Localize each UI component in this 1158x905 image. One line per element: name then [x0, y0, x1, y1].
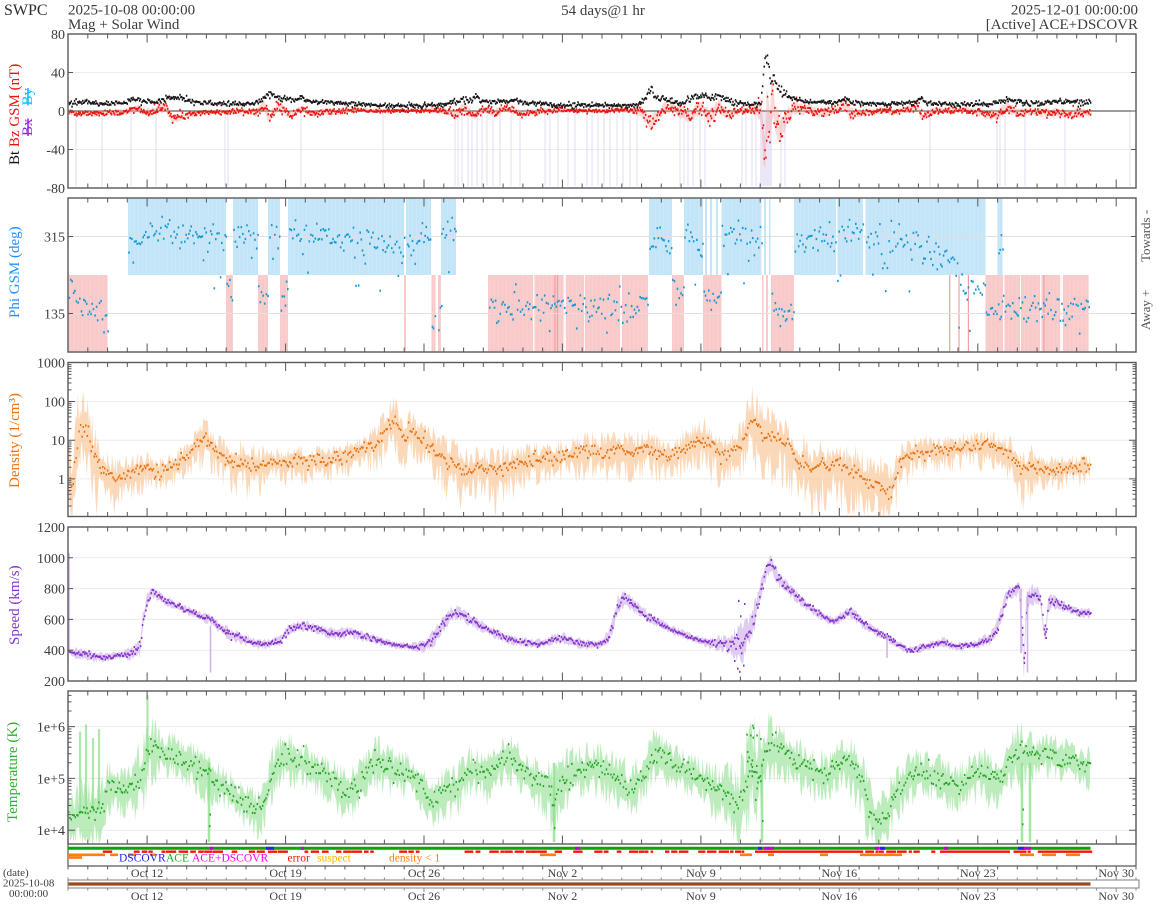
svg-text:Away +: Away +: [1138, 290, 1153, 330]
svg-text:Phi GSM (deg): Phi GSM (deg): [7, 226, 23, 318]
svg-text:-40: -40: [46, 144, 65, 159]
svg-text:0: 0: [58, 105, 65, 120]
svg-text:Temperature (K): Temperature (K): [5, 722, 21, 822]
svg-text:1000: 1000: [37, 552, 65, 567]
svg-text:Oct 26: Oct 26: [408, 889, 440, 903]
svg-text:800: 800: [44, 583, 65, 598]
svg-text:error: error: [288, 853, 311, 865]
svg-text:Nov 16: Nov 16: [821, 866, 857, 880]
svg-text:Oct 12: Oct 12: [131, 866, 163, 880]
svg-text:400: 400: [44, 644, 65, 659]
svg-text:DSCOVR: DSCOVR: [119, 853, 166, 865]
svg-text:Density (1/cm³): Density (1/cm³): [7, 393, 23, 488]
svg-text:1: 1: [58, 473, 65, 488]
svg-text:Nov 30: Nov 30: [1098, 889, 1134, 903]
svg-text:BxBy: BxBy: [20, 87, 36, 136]
svg-text:1e+5: 1e+5: [37, 772, 65, 787]
svg-text:2025-10-08 00:00:00: 2025-10-08 00:00:00: [68, 3, 195, 19]
svg-text:(date): (date): [3, 867, 29, 879]
svg-text:Nov 9: Nov 9: [686, 866, 716, 880]
svg-text:Nov 23: Nov 23: [960, 866, 996, 880]
svg-text:00:00:00: 00:00:00: [9, 888, 49, 900]
svg-text:80: 80: [51, 28, 65, 43]
svg-text:1200: 1200: [37, 521, 65, 536]
svg-text:1000: 1000: [37, 357, 65, 372]
svg-text:[Active] ACE+DSCOVR: [Active] ACE+DSCOVR: [986, 17, 1138, 33]
svg-text:100: 100: [44, 396, 65, 411]
svg-text:Speed (km/s): Speed (km/s): [7, 565, 23, 645]
svg-text:135: 135: [44, 308, 65, 323]
svg-text:ACE+DSCOVR: ACE+DSCOVR: [192, 853, 268, 865]
svg-text:54 days@1 hr: 54 days@1 hr: [561, 3, 645, 19]
svg-text:Nov 23: Nov 23: [960, 889, 996, 903]
svg-text:-80: -80: [46, 182, 65, 197]
svg-text:2025-12-01 00:00:00: 2025-12-01 00:00:00: [1011, 3, 1138, 19]
svg-text:315: 315: [44, 231, 65, 246]
svg-text:suspect: suspect: [317, 853, 352, 865]
svg-text:SWPC: SWPC: [4, 2, 48, 19]
svg-text:Nov 2: Nov 2: [548, 889, 578, 903]
svg-text:Mag + Solar Wind: Mag + Solar Wind: [68, 17, 180, 33]
svg-text:Bt Bz GSM (nT): Bt Bz GSM (nT): [7, 64, 23, 165]
svg-text:Nov 16: Nov 16: [821, 889, 857, 903]
svg-text:Nov 9: Nov 9: [686, 889, 716, 903]
svg-text:10: 10: [51, 434, 65, 449]
svg-text:200: 200: [44, 675, 65, 690]
svg-text:Oct 19: Oct 19: [269, 866, 301, 880]
svg-text:Nov 2: Nov 2: [548, 866, 578, 880]
svg-text:Towards -: Towards -: [1138, 210, 1153, 262]
svg-text:density < 1: density < 1: [389, 853, 440, 865]
svg-text:2025-10-08: 2025-10-08: [3, 878, 55, 890]
svg-text:Oct 12: Oct 12: [131, 889, 163, 903]
svg-text:600: 600: [44, 613, 65, 628]
svg-text:1e+4: 1e+4: [37, 824, 65, 839]
svg-text:ACE: ACE: [166, 853, 189, 865]
svg-text:Nov 30: Nov 30: [1098, 866, 1134, 880]
svg-text:40: 40: [51, 67, 65, 82]
svg-text:Oct 19: Oct 19: [269, 889, 301, 903]
svg-text:Oct 26: Oct 26: [408, 866, 440, 880]
svg-text:1e+6: 1e+6: [37, 721, 65, 736]
